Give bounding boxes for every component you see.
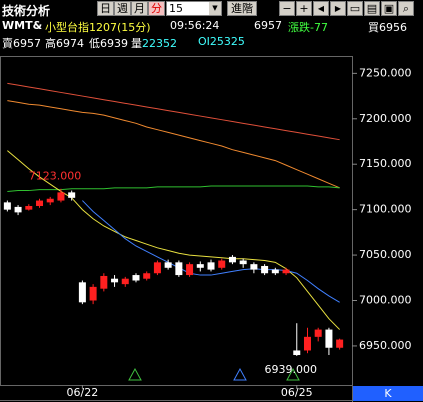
- y-tick-label: 7100.000: [359, 203, 412, 216]
- candle-body: [228, 256, 236, 263]
- candle-body: [175, 262, 183, 276]
- candle-body: [282, 269, 290, 274]
- y-tick-label: 6950.000: [359, 339, 412, 352]
- candle-body: [218, 260, 226, 268]
- icon-right[interactable]: ▶: [330, 1, 346, 16]
- icon-copy[interactable]: ▣: [381, 1, 397, 16]
- candle-body: [153, 262, 161, 274]
- signal-triangle: [128, 367, 142, 381]
- signal-triangle: [233, 367, 247, 381]
- ma-line: [7, 185, 340, 192]
- candle-body: [132, 275, 140, 281]
- bid: 買6956: [368, 21, 407, 34]
- signal-triangle: [286, 367, 300, 381]
- k-button[interactable]: [353, 386, 423, 401]
- candle-body: [293, 350, 301, 356]
- dropdown-arrow: ▼: [209, 2, 221, 15]
- candle-body: [3, 202, 11, 210]
- advanced-button[interactable]: 進階: [227, 1, 257, 16]
- candle-body: [271, 269, 279, 274]
- ma-line: [7, 100, 340, 189]
- candle-body: [111, 278, 119, 283]
- candle-body: [250, 264, 258, 270]
- candle-body: [336, 339, 344, 348]
- candle-body: [325, 329, 333, 348]
- icon-note[interactable]: ▤: [364, 1, 380, 16]
- candle-body: [207, 262, 215, 270]
- candle-body: [57, 192, 65, 201]
- interval-value: 15: [169, 2, 183, 15]
- volume: 量22352: [131, 35, 177, 51]
- candle-body: [164, 262, 172, 268]
- candle-body: [36, 200, 44, 207]
- candle-body: [121, 278, 129, 285]
- candle-body: [14, 206, 22, 213]
- oi-value: 25325: [209, 35, 245, 48]
- period-button[interactable]: 週: [114, 1, 131, 16]
- period-button-active[interactable]: 分: [148, 1, 165, 16]
- icon-left[interactable]: ◀: [313, 1, 329, 16]
- candle-body: [186, 264, 194, 276]
- y-tick-label: 7050.000: [359, 248, 412, 261]
- open-interest: OI25325: [198, 35, 245, 48]
- candle-body: [46, 198, 54, 203]
- symbol: WMT&: [2, 19, 43, 32]
- icon-zoom[interactable]: ⌕: [398, 1, 414, 16]
- x-tick-label: 06/25: [281, 386, 313, 399]
- y-tick-label: 7250.000: [359, 66, 412, 79]
- y-tick-label: 7000.000: [359, 294, 412, 307]
- icon-minus[interactable]: −: [279, 1, 295, 16]
- price-annotation: 7123.000: [29, 170, 82, 183]
- period-button[interactable]: 月: [131, 1, 148, 16]
- candle-body: [100, 275, 108, 289]
- candle-body: [89, 286, 97, 301]
- time: 09:56:24: [170, 19, 220, 32]
- candle-body: [303, 336, 311, 351]
- y-tick-label: 7150.000: [359, 157, 412, 170]
- low: 低6939: [89, 37, 128, 50]
- candle-body: [261, 265, 269, 274]
- candle-body: [314, 329, 322, 337]
- icon-plus[interactable]: +: [296, 1, 312, 16]
- ask: 賣6957: [2, 37, 41, 50]
- oi-label: OI: [198, 35, 210, 48]
- candle-body: [196, 264, 204, 268]
- k-button-label: K: [384, 387, 392, 400]
- plot-frame: [0, 56, 353, 386]
- change: 漲跌-77: [288, 21, 328, 34]
- price-annotation: 6939.000: [265, 363, 318, 376]
- ma-line: [82, 200, 340, 303]
- ma-line: [7, 82, 340, 141]
- volume-value: 22352: [142, 37, 177, 50]
- candle-body: [239, 260, 247, 265]
- last-price: 6957: [254, 19, 282, 32]
- icon-draw[interactable]: ▭: [347, 1, 363, 16]
- period-button[interactable]: 日: [97, 1, 114, 16]
- high: 高6974: [45, 37, 84, 50]
- candle-body: [68, 192, 76, 198]
- contract-name: 小型台指1207(15分): [45, 21, 151, 34]
- y-tick-label: 7200.000: [359, 112, 412, 125]
- candle-body: [25, 206, 33, 210]
- candle-body: [78, 282, 86, 303]
- x-tick-label: 06/22: [67, 386, 99, 399]
- candle-body: [143, 273, 151, 279]
- app-title: 技術分析: [2, 4, 51, 18]
- volume-label: 量: [131, 37, 142, 50]
- interval-select[interactable]: 15 ▼: [166, 1, 222, 16]
